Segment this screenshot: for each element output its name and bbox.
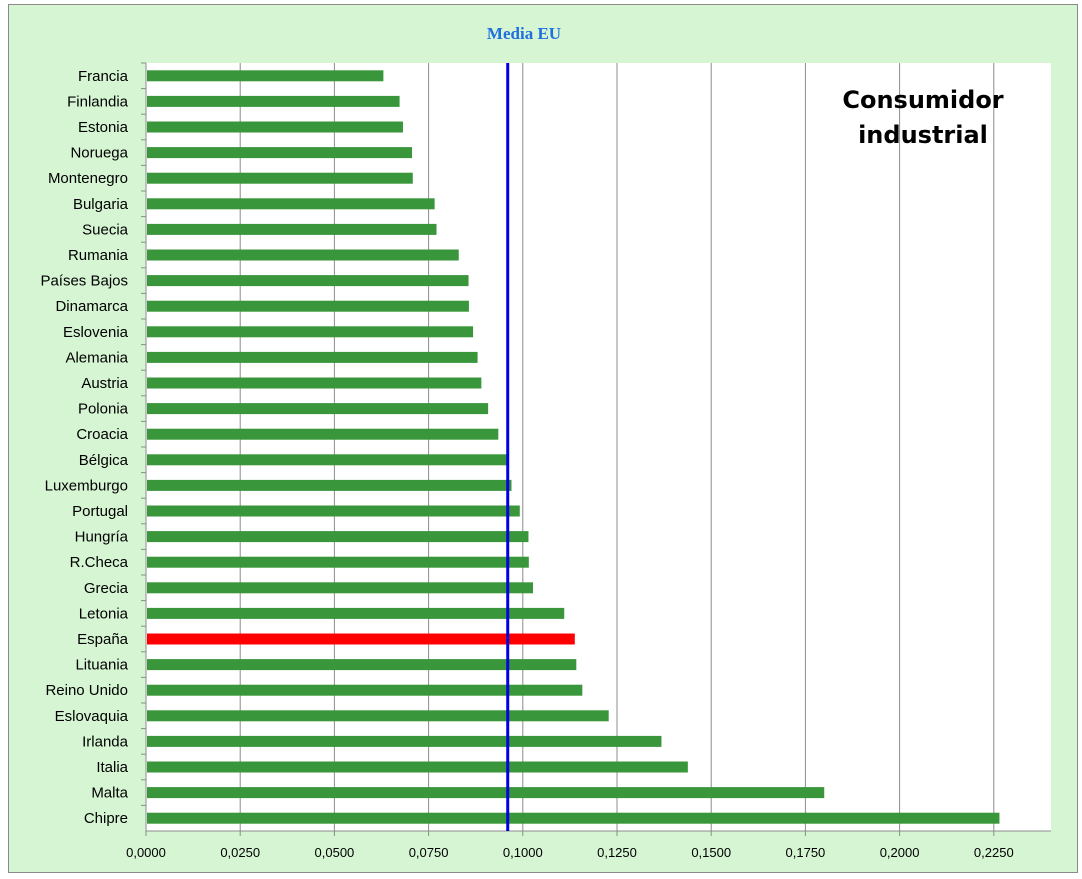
bar-noruega [147,147,413,159]
category-label: Letonia [79,605,129,622]
category-label: Rumania [68,247,129,264]
x-tick-label: 0,2250 [974,845,1014,860]
category-label: Alemania [65,349,128,366]
media-eu-label: Media EU [487,24,561,43]
category-label: Bulgaria [73,196,129,213]
bar-croacia [147,428,499,440]
bar-estonia [147,121,403,133]
bars [147,70,1000,824]
gridlines [239,63,995,831]
bar-luxemburgo [147,479,512,491]
category-label: Noruega [70,145,128,162]
category-label: Austria [81,375,128,392]
category-label: Irlanda [82,733,129,750]
bar-reino-unido [147,684,583,696]
category-label: Suecia [82,221,129,238]
x-tick-label: 0,0750 [409,845,449,860]
category-label: Polonia [78,401,129,418]
bar-chart: Francia Finlandia Estonia Noruega Montenegro… [40,24,1051,860]
x-tick-labels: 0,0000 0,0250 0,0500 0,0750 0,1000 0,1250 0,15… [126,845,1014,860]
category-label: España [77,631,129,648]
x-tick-label: 0,1000 [503,845,543,860]
bar-chipre [147,812,1000,824]
bar-dinamarca [147,300,469,312]
bar-letonia [147,607,565,619]
annotation-line-1: Consumidor [842,86,1003,114]
category-label: R.Checa [70,554,129,571]
category-label: Dinamarca [55,298,128,315]
x-tick-label: 0,1500 [691,845,731,860]
bar-grecia [147,582,533,594]
bar-francia [147,70,384,82]
x-tick-label: 0,0250 [220,845,260,860]
bar-irlanda [147,735,662,747]
bar-rumania [147,249,459,261]
bar-suecia [147,223,437,235]
category-label: Eslovaquia [55,708,129,725]
category-label: Reino Unido [45,682,128,699]
bar-austria [147,377,482,389]
bar-eslovenia [147,326,474,338]
category-label: Portugal [72,503,128,520]
plot-area [146,63,1051,831]
x-tick-label: 0,1750 [786,845,826,860]
category-label: Grecia [84,580,129,597]
annotation-line-2: industrial [858,121,988,149]
bar-italia [147,761,688,773]
category-label: Croacia [76,426,128,443]
category-label: Francia [78,68,129,85]
x-tick-label: 0,2000 [880,845,920,860]
category-label: Hungría [75,529,129,546]
bar-espa-a [147,633,575,645]
category-label: Luxemburgo [45,477,128,494]
category-labels: Francia Finlandia Estonia Noruega Montenegro… [40,68,128,827]
bar-montenegro [147,172,413,184]
category-label: Italia [96,759,128,776]
bar-alemania [147,351,478,363]
bar-eslovaquia [147,710,609,722]
bar-lituania [147,659,577,671]
bar-portugal [147,505,520,517]
x-tick-label: 0,0000 [126,845,166,860]
category-label: Montenegro [48,170,128,187]
chart-frame: Francia Finlandia Estonia Noruega Montenegro… [8,4,1078,873]
bar-hungr-a [147,531,529,543]
category-label: Malta [91,785,128,802]
category-label: Chipre [84,810,128,827]
bar-finlandia [147,95,400,107]
axes [141,62,1051,836]
bar-bulgaria [147,198,435,210]
category-label: Eslovenia [63,324,129,341]
x-tick-label: 0,1250 [597,845,637,860]
category-label: Finlandia [67,93,129,110]
bar-polonia [147,403,489,415]
category-label: Países Bajos [40,273,128,290]
bar-pa-ses-bajos [147,275,469,287]
bar-r-checa [147,556,529,568]
category-label: Bélgica [79,452,129,469]
bar-b-lgica [147,454,507,466]
bar-malta [147,787,825,799]
category-label: Lituania [75,657,128,674]
x-tick-label: 0,0500 [315,845,355,860]
category-label: Estonia [78,119,129,136]
